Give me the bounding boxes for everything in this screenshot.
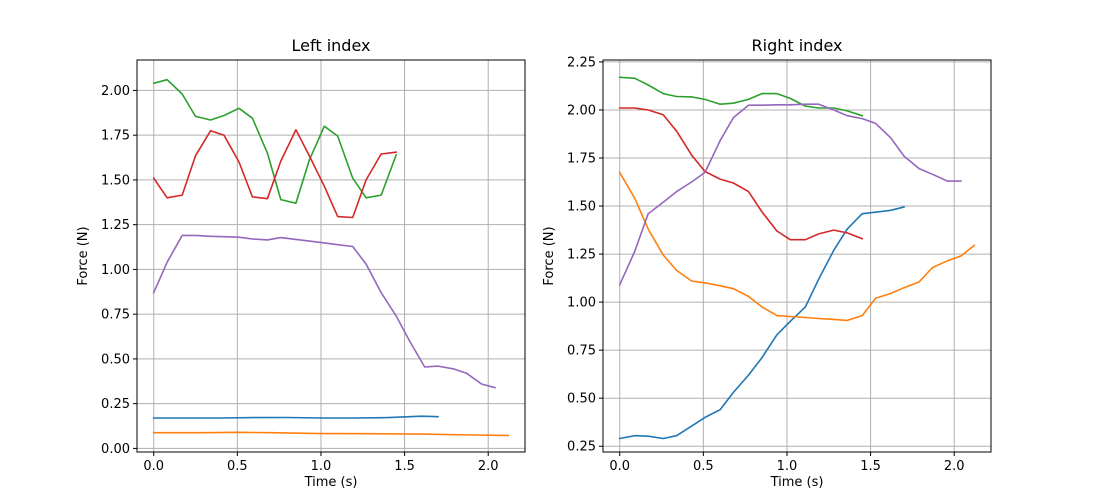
chart-2-series-3-line xyxy=(618,76,864,117)
chart-1-x-tick-label: 1.5 xyxy=(394,459,415,474)
chart-1-y-tick-label: 0.50 xyxy=(101,352,130,367)
chart-2-x-tick-label: 0.0 xyxy=(609,459,630,474)
chart-2-y-tick-label: 1.00 xyxy=(567,296,596,311)
left-index-chart: 0.0 0.5 1.0 1.5 2.0 0.00 0.25 0.50 0.75 1.00 1.25 1… xyxy=(76,36,526,490)
chart-2-y-tick-label: 0.75 xyxy=(567,344,596,359)
chart-1-x-tick-label: 2.0 xyxy=(478,459,499,474)
chart-1-series-4-line xyxy=(152,129,398,219)
chart-2-y-axis-label: Force (N) xyxy=(542,226,557,285)
chart-1-series-5-line xyxy=(152,234,496,389)
chart-1-series-3-line xyxy=(152,78,398,204)
chart-1-x-tick-label: 0.5 xyxy=(227,459,248,474)
chart-1-y-tick-label: 0.75 xyxy=(101,308,130,323)
chart-1-y-tick-label: 1.75 xyxy=(101,129,130,144)
right-index-chart: 0.0 0.5 1.0 1.5 2.0 0.25 0.50 0.75 1.00 1.25 1.50 1… xyxy=(542,36,992,490)
chart-2-x-tick-label: 1.0 xyxy=(777,459,798,474)
chart-1-x-tick-label: 1.0 xyxy=(311,459,332,474)
chart-2-y-tick-label: 1.75 xyxy=(567,152,596,167)
chart-2-frame xyxy=(602,59,992,453)
chart-2-x-tick-label: 2.0 xyxy=(944,459,965,474)
chart-1-series-1-line xyxy=(152,415,439,419)
chart-1-x-tick-label: 0.0 xyxy=(143,459,164,474)
chart-1-frame xyxy=(136,59,526,453)
chart-1-title: Left index xyxy=(292,36,371,55)
chart-2-y-tick-label: 2.00 xyxy=(567,103,596,118)
chart-1-series-2-line xyxy=(152,431,510,437)
chart-2-x-axis-label: Time (s) xyxy=(770,475,824,490)
chart-1-y-tick-label: 0.00 xyxy=(101,442,130,457)
chart-2-y-tick-label: 1.50 xyxy=(567,200,596,215)
chart-1-x-axis-label: Time (s) xyxy=(304,475,358,490)
chart-1-y-tick-label: 2.00 xyxy=(101,84,130,99)
chart-1-y-tick-label: 1.00 xyxy=(101,263,130,278)
chart-2-y-tick-label: 1.25 xyxy=(567,248,596,263)
chart-2-series-4-line xyxy=(618,107,864,241)
chart-2-x-tick-label: 0.5 xyxy=(693,459,714,474)
chart-2-series-1-line xyxy=(618,206,905,440)
chart-2-series-5-line xyxy=(618,103,962,286)
chart-2-title: Right index xyxy=(752,36,843,55)
chart-1-y-tick-label: 1.50 xyxy=(101,173,130,188)
chart-2-y-tick-label: 0.25 xyxy=(567,440,596,455)
chart-2-y-tick-label: 2.25 xyxy=(567,55,596,70)
chart-2-series-2-line xyxy=(618,171,976,322)
chart-1-y-tick-label: 0.25 xyxy=(101,397,130,412)
chart-1-y-axis-label: Force (N) xyxy=(76,226,91,285)
chart-1-y-tick-label: 1.25 xyxy=(101,218,130,233)
chart-2-x-tick-label: 1.5 xyxy=(860,459,881,474)
chart-2-y-tick-label: 0.50 xyxy=(567,392,596,407)
